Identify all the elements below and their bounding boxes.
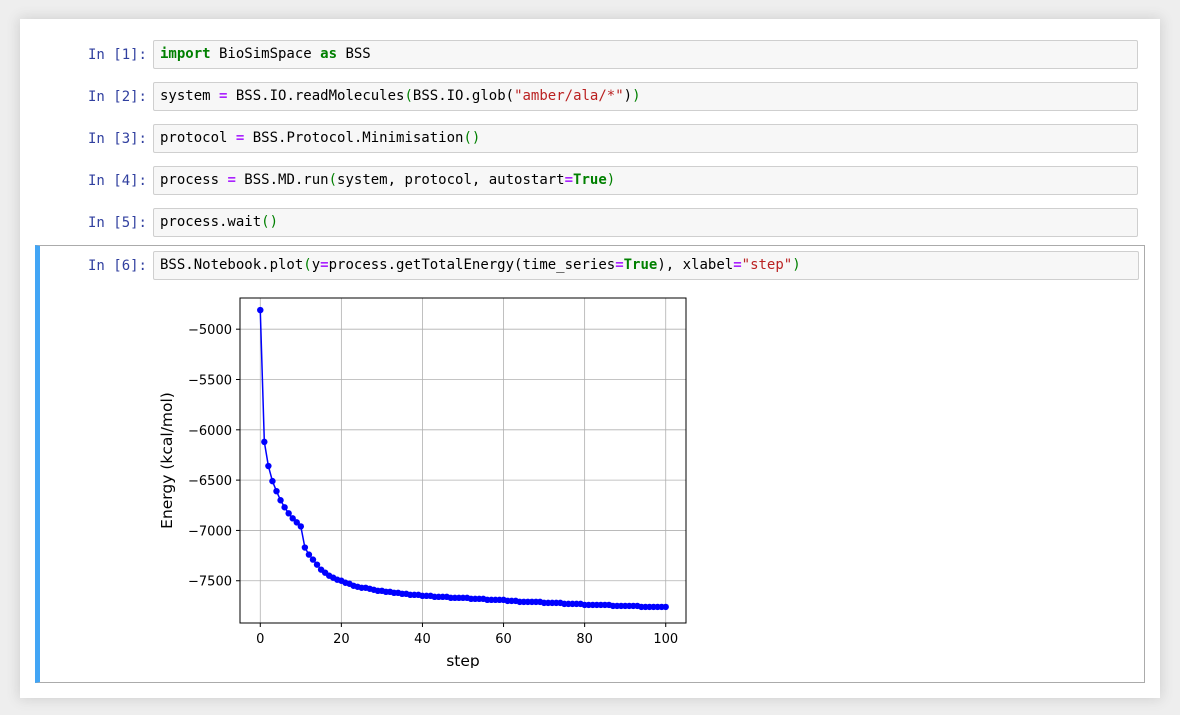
code-token: True xyxy=(623,257,658,273)
y-tick-label: −7000 xyxy=(188,524,232,539)
data-point xyxy=(281,504,288,511)
code-token: BSS xyxy=(337,46,371,62)
data-point xyxy=(297,523,305,530)
data-point xyxy=(293,519,300,526)
x-tick-label: 40 xyxy=(414,632,431,647)
data-point xyxy=(305,551,313,558)
data-point xyxy=(277,497,284,504)
code-token: ) xyxy=(606,172,616,188)
code-token: = xyxy=(227,172,236,188)
data-point xyxy=(313,561,321,568)
code-token: BioSimSpace xyxy=(210,46,321,62)
code-token: system xyxy=(160,88,220,104)
code-token: process.getTotalEnergy(time_series xyxy=(328,257,616,273)
data-point xyxy=(269,477,276,485)
code-token: BSS.IO.readMolecules xyxy=(227,88,405,104)
code-token: = xyxy=(733,257,742,273)
code-cell[interactable]: In [6]: BSS.Notebook.plot(y=process.getTo… xyxy=(35,245,1145,683)
y-axis-label: Energy (kcal/mol) xyxy=(158,392,176,529)
x-tick-label: 60 xyxy=(495,632,512,647)
x-tick-label: 80 xyxy=(576,632,593,647)
code-token: protocol xyxy=(160,130,236,146)
code-token: ) xyxy=(792,257,801,273)
code-token: () xyxy=(463,130,481,146)
code-input[interactable]: import BioSimSpace as BSS xyxy=(153,40,1138,69)
y-tick-label: −5500 xyxy=(188,374,232,389)
code-token: "amber/ala/*" xyxy=(514,88,624,104)
data-point xyxy=(273,487,280,495)
code-token: = xyxy=(615,257,624,273)
notebook-container: In [1]: import BioSimSpace as BSS In [2]: s… xyxy=(20,19,1160,698)
x-axis-label: step xyxy=(446,652,480,668)
code-token: = xyxy=(235,130,245,146)
input-prompt: In [2]: xyxy=(87,89,147,105)
input-prompt: In [4]: xyxy=(87,173,147,189)
input-prompt: In [5]: xyxy=(87,215,147,231)
code-token: ) xyxy=(632,88,641,104)
energy-plot: 0 20 40 60 80 100 −5000 −5500 −6000 −6500 −7000 −75… xyxy=(158,297,687,668)
data-point xyxy=(261,438,268,446)
data-point xyxy=(289,515,296,522)
code-token: ( xyxy=(404,88,413,104)
code-token: = xyxy=(219,88,228,104)
data-point xyxy=(301,544,309,551)
code-token: ), xlabel xyxy=(657,257,734,273)
code-token: ( xyxy=(328,172,338,188)
x-tick-label: 20 xyxy=(333,632,350,647)
y-tick-label: −6500 xyxy=(188,474,232,489)
y-tick-label: −7500 xyxy=(188,575,232,590)
code-cell[interactable]: In [1]: import BioSimSpace as BSS xyxy=(35,40,1145,70)
data-point xyxy=(265,462,272,470)
y-tick-label: −6000 xyxy=(188,424,232,439)
data-point xyxy=(662,603,669,611)
y-tick-label: −5000 xyxy=(188,323,232,338)
code-token: True xyxy=(573,172,607,188)
code-token: ( xyxy=(303,257,312,273)
input-prompt: In [1]: xyxy=(87,47,147,63)
input-prompt: In [6]: xyxy=(87,258,147,274)
code-input[interactable]: process = BSS.MD.run(system, protocol, a… xyxy=(153,166,1138,195)
code-token: "step" xyxy=(741,257,793,273)
plot-area-frame xyxy=(239,297,687,624)
code-token: system, protocol, autostart xyxy=(337,172,565,188)
code-token: BSS.IO.glob( xyxy=(412,88,515,104)
code-token: BSS.MD.run xyxy=(235,172,329,188)
x-tick-label: 0 xyxy=(256,632,264,647)
code-token: BSS.Notebook.plot xyxy=(160,257,304,273)
x-tick-label: 100 xyxy=(653,632,678,647)
code-input[interactable]: BSS.Notebook.plot(y=process.getTotalEner… xyxy=(153,251,1139,280)
code-input[interactable]: protocol = BSS.Protocol.Minimisation() xyxy=(153,124,1138,153)
code-token: import xyxy=(160,46,211,62)
code-cell[interactable]: In [2]: system = BSS.IO.readMolecules(BSS… xyxy=(35,82,1145,112)
data-point xyxy=(309,556,317,563)
code-cell[interactable]: In [4]: process = BSS.MD.run(system, prot… xyxy=(35,166,1145,196)
data-point xyxy=(285,510,292,517)
code-token: = xyxy=(320,257,329,273)
code-token: as xyxy=(320,46,338,62)
code-token: ) xyxy=(623,88,633,104)
code-token: process.wait xyxy=(160,214,262,230)
input-prompt: In [3]: xyxy=(87,131,147,147)
code-input[interactable]: system = BSS.IO.readMolecules(BSS.IO.glo… xyxy=(153,82,1138,111)
data-point xyxy=(257,306,264,314)
code-token: process xyxy=(160,172,228,188)
code-token: () xyxy=(261,214,279,230)
code-cell[interactable]: In [3]: protocol = BSS.Protocol.Minimisat… xyxy=(35,124,1145,154)
code-input[interactable]: process.wait() xyxy=(153,208,1138,237)
code-token: = xyxy=(564,172,574,188)
code-cell[interactable]: In [5]: process.wait() xyxy=(35,208,1145,238)
code-token: BSS.Protocol.Minimisation xyxy=(244,130,464,146)
code-token: y xyxy=(311,257,321,273)
energy-series-line xyxy=(259,310,666,608)
